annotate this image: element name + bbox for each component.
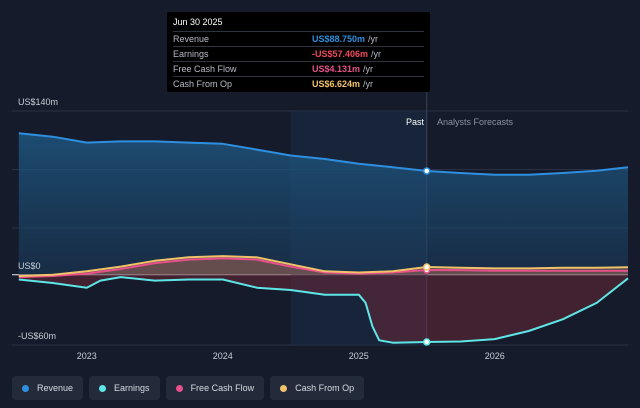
legend-item-revenue[interactable]: Revenue — [12, 376, 84, 400]
tooltip-label: Cash From Op — [173, 79, 233, 89]
tooltip-value: US$6.624m — [312, 79, 361, 89]
earnings-area — [18, 274, 629, 343]
y-axis-ticks: US$140m US$0 -US$60m — [18, 97, 58, 341]
tooltip-label: Earnings — [173, 49, 209, 59]
legend-label: Earnings — [114, 383, 150, 393]
cash-from-op-line — [18, 255, 629, 277]
earnings-point — [422, 338, 431, 346]
revenue-point — [422, 167, 431, 175]
legend: Revenue Earnings Free Cash Flow Cash Fro… — [12, 376, 365, 400]
legend-label: Revenue — [37, 383, 74, 393]
x-tick-label: 2025 — [349, 351, 369, 361]
tooltip-unit: /yr — [363, 64, 374, 74]
tooltip-row-cash-from-op: Cash From Op US$6.624m /yr — [173, 76, 424, 91]
series-markers — [422, 167, 431, 346]
x-tick-label: 2024 — [213, 351, 233, 361]
x-tick-label: 2023 — [77, 351, 97, 361]
earnings-dot-icon — [99, 384, 107, 392]
free-cash-flow-area — [18, 258, 629, 278]
tooltip-value: -US$57.406m — [312, 49, 369, 59]
legend-item-free-cash-flow[interactable]: Free Cash Flow — [165, 376, 265, 400]
legend-item-cash-from-op[interactable]: Cash From Op — [270, 376, 365, 400]
free-cash-flow-dot-icon — [175, 384, 183, 392]
tooltip-value: US$88.750m — [312, 34, 366, 44]
tooltip-unit: /yr — [368, 34, 379, 44]
tooltip-row-free-cash-flow: Free Cash Flow US$4.131m /yr — [173, 61, 424, 76]
revenue-dot-icon — [22, 384, 29, 392]
cash-from-op-dot-icon — [280, 384, 288, 392]
tooltip-value: US$4.131m — [312, 64, 361, 74]
tooltip-label: Free Cash Flow — [173, 64, 237, 74]
forecast-label: Analysts Forecasts — [437, 117, 514, 127]
legend-label: Cash From Op — [295, 383, 355, 393]
free-cash-flow-line — [18, 257, 628, 279]
tooltip-unit: /yr — [363, 79, 374, 89]
tooltip-label: Revenue — [173, 34, 210, 44]
x-axis-ticks: 2023 2024 2025 2026 — [77, 351, 505, 361]
revenue-line — [18, 132, 629, 176]
y-tick-label: US$140m — [18, 97, 58, 107]
series-lines — [18, 132, 629, 344]
tooltip-row-earnings: Earnings -US$57.406m /yr — [173, 46, 424, 61]
x-tick-label: 2026 — [485, 351, 505, 361]
tooltip: Jun 30 2025 Revenue US$88.750m /yr Earni… — [167, 12, 430, 92]
past-label: Past — [406, 117, 425, 127]
tooltip-unit: /yr — [371, 49, 382, 59]
earnings-line — [18, 276, 629, 344]
legend-label: Free Cash Flow — [190, 383, 255, 393]
revenue-area — [18, 133, 629, 275]
legend-item-earnings[interactable]: Earnings — [89, 376, 160, 400]
tooltip-row-revenue: Revenue US$88.750m /yr — [173, 31, 424, 46]
y-tick-label: US$0 — [18, 261, 41, 271]
tooltip-date: Jun 30 2025 — [173, 17, 223, 27]
cash-from-op-point — [422, 263, 431, 271]
y-tick-label: -US$60m — [18, 331, 56, 341]
